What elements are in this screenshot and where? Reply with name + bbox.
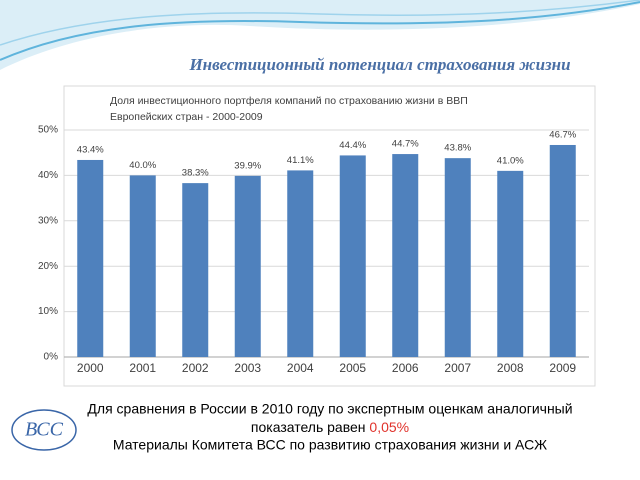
bar bbox=[77, 159, 104, 357]
x-tick-label: 2008 bbox=[497, 361, 524, 375]
bar bbox=[339, 155, 366, 357]
bar bbox=[497, 170, 524, 357]
value-label: 40.0% bbox=[129, 160, 156, 171]
logo-text: ВСС bbox=[25, 419, 64, 441]
note-line: Для сравнения в России в 2010 году по эк… bbox=[87, 401, 572, 417]
x-tick-label: 2002 bbox=[182, 361, 209, 375]
y-tick-label: 40% bbox=[38, 170, 58, 181]
value-label: 46.7% bbox=[549, 129, 576, 140]
value-label: 44.4% bbox=[339, 140, 366, 151]
y-tick-label: 20% bbox=[38, 261, 58, 272]
bar bbox=[444, 158, 471, 357]
x-tick-label: 2001 bbox=[129, 361, 156, 375]
y-tick-label: 10% bbox=[38, 306, 58, 317]
x-tick-label: 2004 bbox=[287, 361, 314, 375]
x-tick-label: 2006 bbox=[392, 361, 419, 375]
bar bbox=[287, 170, 314, 357]
y-tick-label: 50% bbox=[38, 125, 58, 136]
value-label: 43.4% bbox=[77, 144, 104, 155]
header-decoration bbox=[0, 0, 640, 70]
value-label: 41.1% bbox=[287, 155, 314, 166]
y-tick-label: 30% bbox=[38, 215, 58, 226]
x-tick-label: 2000 bbox=[77, 361, 104, 375]
chart-title: Доля инвестиционного портфеля компаний п… bbox=[110, 95, 468, 107]
note-line: показатель равен 0,05% bbox=[251, 419, 409, 435]
x-tick-label: 2007 bbox=[444, 361, 471, 375]
bar bbox=[549, 144, 576, 357]
slide-title: Инвестиционный потенциал страхования жиз… bbox=[188, 55, 570, 74]
logo: ВСС bbox=[11, 409, 77, 451]
bar bbox=[234, 175, 261, 357]
x-tick-label: 2005 bbox=[339, 361, 366, 375]
value-label: 44.7% bbox=[392, 139, 419, 150]
note-highlight: 0,05% bbox=[369, 419, 409, 435]
bar bbox=[129, 175, 156, 357]
value-label: 38.3% bbox=[182, 168, 209, 179]
y-tick-label: 0% bbox=[44, 352, 59, 363]
bar bbox=[392, 154, 419, 357]
chart-frame bbox=[63, 85, 596, 387]
value-label: 43.8% bbox=[444, 143, 471, 154]
bar bbox=[182, 183, 209, 357]
x-tick-label: 2003 bbox=[234, 361, 261, 375]
source: Материалы Комитета ВСС по развитию страх… bbox=[113, 437, 547, 453]
note-text: показатель равен bbox=[251, 419, 370, 435]
x-tick-label: 2009 bbox=[549, 361, 576, 375]
value-label: 39.9% bbox=[234, 160, 261, 171]
chart-title: Европейских стран - 2000-2009 bbox=[110, 111, 263, 123]
value-label: 41.0% bbox=[497, 155, 524, 166]
